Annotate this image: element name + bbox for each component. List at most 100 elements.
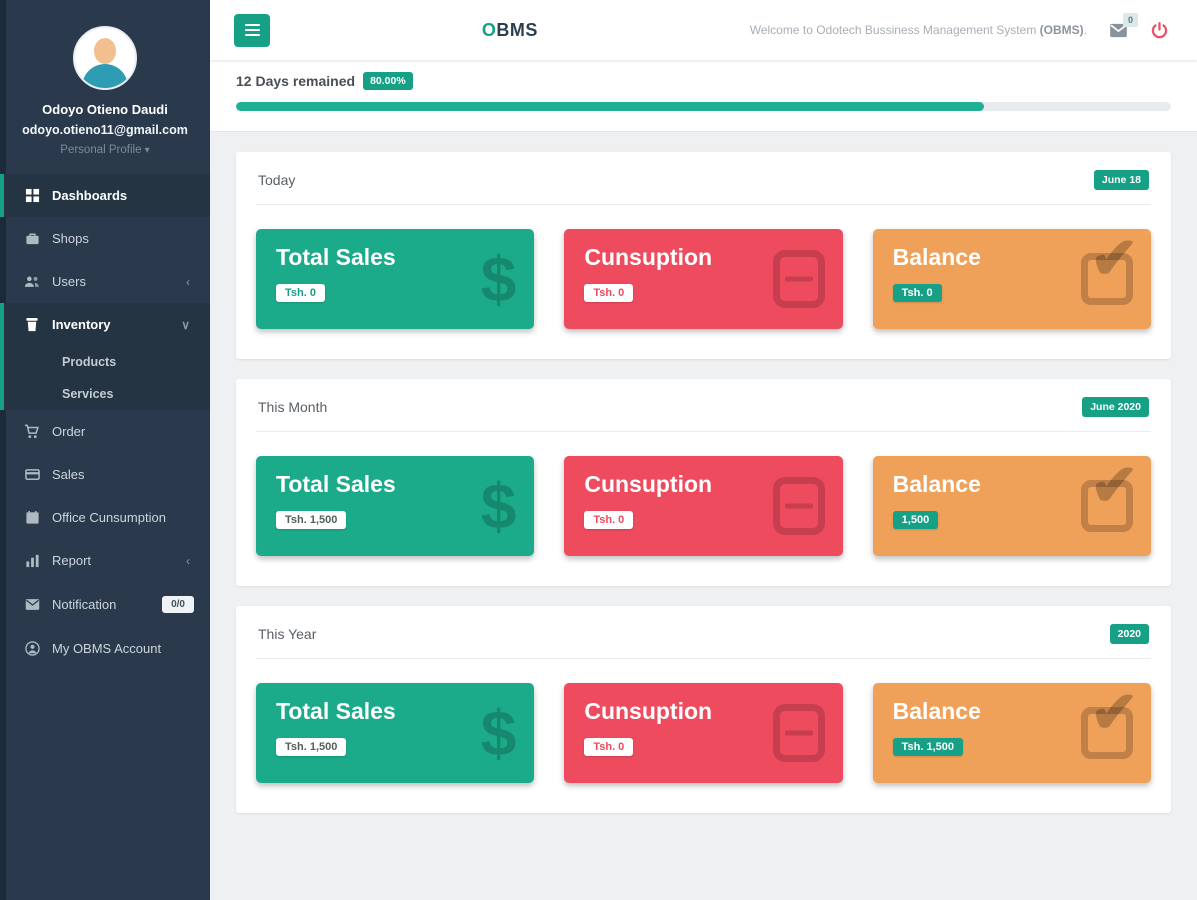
card-cunsuption-today: Cunsuption Tsh. 0 — [564, 229, 843, 329]
sidebar-item-users[interactable]: Users ‹ — [0, 260, 210, 303]
card-balance-today: Balance Tsh. 0 ✔ — [872, 229, 1151, 329]
sidebar-item-notification[interactable]: Notification 0/0 — [0, 582, 210, 627]
sidebar-item-dashboards[interactable]: Dashboards — [0, 174, 210, 217]
sidebar-item-report[interactable]: Report ‹ — [0, 539, 210, 582]
sidebar-item-label: Notification — [52, 597, 117, 612]
sidebar-item-label: Report — [52, 553, 92, 568]
sidebar-item-office-cunsumption[interactable]: Office Cunsumption — [0, 496, 210, 539]
progress-bar-track — [236, 102, 1171, 111]
section-this-year: This Year 2020 Total Sales Tsh. 1,500 $ … — [236, 606, 1171, 813]
section-title: Today — [258, 172, 296, 188]
brand-rest: BMS — [496, 19, 538, 40]
sidebar-subitem-services[interactable]: Services — [62, 387, 114, 401]
personal-profile-dropdown[interactable]: Personal Profile ▾ — [10, 144, 200, 156]
card-value-badge: Tsh. 0 — [892, 284, 942, 302]
sidebar-item-order[interactable]: Order — [0, 410, 210, 453]
card-title: Total Sales — [276, 471, 396, 497]
card-title: Cunsuption — [584, 471, 713, 497]
user-circle-icon — [24, 641, 40, 656]
date-badge: June 2020 — [1082, 397, 1149, 417]
avatar — [73, 26, 137, 90]
app-brand: OBMS — [482, 20, 538, 41]
sidebar-item-label: Dashboards — [52, 188, 128, 203]
logout-power-button[interactable] — [1150, 21, 1169, 40]
check-square-icon: ✔ — [1081, 684, 1139, 759]
brand-letter-o: O — [481, 19, 497, 40]
dollar-icon: $ — [480, 697, 517, 769]
sidebar-item-label: Inventory — [52, 317, 111, 332]
users-icon — [24, 274, 40, 289]
sidebar-item-label: Users — [52, 274, 86, 289]
card-title: Balance — [892, 244, 981, 270]
card-balance-year: Balance Tsh. 1,500 ✔ — [872, 683, 1151, 783]
personal-profile-label: Personal Profile — [60, 144, 142, 156]
topbar-right: Welcome to Odotech Bussiness Management … — [749, 12, 1169, 40]
section-title: This Year — [258, 626, 317, 642]
notification-count-badge: 0/0 — [162, 596, 194, 613]
card-cunsuption-month: Cunsuption Tsh. 0 — [564, 456, 843, 556]
calendar-icon — [24, 510, 40, 525]
sidebar: Odoyo Otieno Daudi odoyo.otieno11@gmail.… — [0, 0, 210, 900]
top-bar: OBMS Welcome to Odotech Bussiness Manage… — [210, 0, 1197, 60]
check-square-icon: ✔ — [1081, 230, 1139, 305]
minus-square-icon — [772, 704, 825, 762]
chevron-down-icon: ∨ — [181, 317, 190, 332]
sidebar-item-sales[interactable]: Sales — [0, 453, 210, 496]
dollar-icon: $ — [480, 243, 517, 315]
date-badge: 2020 — [1109, 624, 1149, 644]
cart-icon — [24, 424, 40, 439]
caret-down-icon: ▾ — [144, 145, 150, 156]
credit-card-icon — [24, 467, 40, 482]
sidebar-item-label: Order — [52, 424, 86, 439]
profile-block: Odoyo Otieno Daudi odoyo.otieno11@gmail.… — [0, 0, 210, 170]
card-value-badge: 1,500 — [892, 511, 939, 529]
card-total-sales-today: Total Sales Tsh. 0 $ — [256, 229, 535, 329]
sidebar-toggle-button[interactable] — [234, 13, 270, 47]
sidebar-item-inventory[interactable]: Inventory ∨ — [0, 303, 210, 346]
card-total-sales-year: Total Sales Tsh. 1,500 $ — [256, 683, 535, 783]
card-value-badge: Tsh. 1,500 — [276, 738, 347, 756]
check-square-icon: ✔ — [1081, 457, 1139, 532]
profile-name: Odoyo Otieno Daudi — [42, 102, 168, 117]
card-value-badge: Tsh. 0 — [584, 738, 634, 756]
welcome-obms: (OBMS) — [1039, 23, 1084, 37]
sidebar-item-label: Office Cunsumption — [52, 510, 166, 525]
card-balance-month: Balance 1,500 ✔ — [872, 456, 1151, 556]
percent-badge: 80.00% — [363, 72, 413, 90]
card-cunsuption-year: Cunsuption Tsh. 0 — [564, 683, 843, 783]
card-title: Balance — [892, 471, 981, 497]
minus-square-icon — [772, 477, 825, 535]
sidebar-item-label: Sales — [52, 467, 85, 482]
sidebar-nav: Dashboards Shops Users ‹ — [0, 174, 210, 670]
card-value-badge: Tsh. 0 — [276, 284, 325, 302]
card-title: Balance — [892, 698, 981, 724]
sidebar-item-label: My OBMS Account — [52, 641, 162, 656]
chevron-left-icon: ‹ — [186, 274, 190, 289]
avatar-torso — [82, 64, 128, 88]
card-title: Total Sales — [276, 244, 396, 270]
profile-email: odoyo.otieno11@gmail.com — [22, 123, 188, 137]
sidebar-item-label: Shops — [52, 231, 89, 246]
sidebar-item-shops[interactable]: Shops — [0, 217, 210, 260]
days-remaining-label: 12 Days remained — [236, 73, 356, 89]
date-badge: June 18 — [1093, 170, 1149, 190]
sidebar-subitem-products[interactable]: Products — [62, 355, 117, 369]
sidebar-group-inventory: Inventory ∨ Products Services — [0, 303, 210, 410]
mail-count-badge: 0 — [1122, 12, 1138, 27]
section-title: This Month — [258, 399, 328, 415]
welcome-prefix: Welcome to Odotech Bussiness Management … — [749, 23, 1040, 37]
dollar-icon: $ — [480, 470, 517, 542]
welcome-suffix: . — [1083, 23, 1087, 37]
card-title: Cunsuption — [584, 244, 713, 270]
sidebar-item-my-obms-account[interactable]: My OBMS Account — [0, 627, 210, 670]
bar-chart-icon — [24, 553, 40, 568]
envelope-icon — [24, 598, 40, 611]
avatar-head — [94, 38, 116, 64]
inventory-bin-icon — [24, 317, 40, 332]
minus-square-icon — [772, 250, 825, 308]
section-today: Today June 18 Total Sales Tsh. 0 $ Cunsu… — [236, 152, 1171, 359]
mail-button[interactable]: 0 — [1109, 12, 1138, 38]
card-title: Total Sales — [276, 698, 396, 724]
content-area: 12 Days remained 80.00% Today June 18 To… — [210, 60, 1197, 900]
